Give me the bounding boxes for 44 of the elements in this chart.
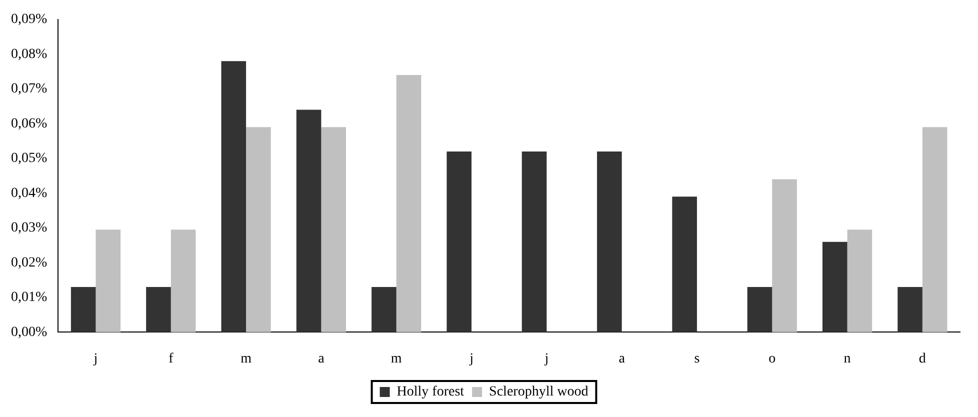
bar — [597, 151, 622, 332]
x-tick-label: m — [390, 351, 402, 366]
x-tick-label: o — [768, 351, 776, 366]
y-tick-label: 0,02% — [10, 255, 48, 270]
bar — [70, 287, 96, 332]
y-tick-label: 0,07% — [10, 82, 48, 97]
y-tick-label: 0,09% — [10, 12, 48, 28]
bar — [772, 179, 797, 332]
bar — [898, 287, 922, 332]
bar — [372, 287, 396, 332]
bar — [146, 287, 171, 332]
bar — [170, 230, 196, 332]
y-tick-label: 0,00% — [10, 324, 48, 340]
y-tick-label: 0,06% — [10, 116, 48, 132]
bar — [922, 127, 948, 332]
x-tick-label: j — [544, 351, 549, 366]
x-tick-label: d — [918, 351, 926, 366]
bar — [847, 230, 872, 332]
y-tick-label: 0,08% — [10, 46, 48, 62]
bar — [446, 151, 472, 332]
x-tick-label: a — [618, 351, 626, 366]
x-tick-label: s — [694, 351, 700, 366]
x-tick-label: j — [468, 351, 474, 366]
x-tick-label: f — [168, 351, 174, 366]
bar — [296, 110, 322, 332]
x-tick-label: a — [318, 351, 326, 366]
bar — [221, 61, 246, 332]
x-tick-label: m — [240, 351, 252, 366]
bar — [522, 151, 547, 332]
legend-label: Sclerophyll wood — [489, 384, 588, 400]
bar — [822, 242, 848, 332]
y-tick-label: 0,01% — [10, 290, 48, 306]
y-tick-label: 0,04% — [10, 186, 48, 201]
bar — [672, 196, 697, 332]
y-tick-label: 0,03% — [10, 220, 48, 236]
y-tick-label: 0,05% — [10, 151, 48, 166]
x-tick-label: n — [844, 351, 851, 366]
bar — [396, 75, 422, 332]
bar — [747, 287, 772, 332]
bar — [246, 127, 271, 332]
x-tick-label: j — [92, 351, 98, 366]
bar — [321, 127, 346, 332]
legend-label: Holly forest — [396, 384, 464, 400]
bar — [96, 230, 121, 332]
